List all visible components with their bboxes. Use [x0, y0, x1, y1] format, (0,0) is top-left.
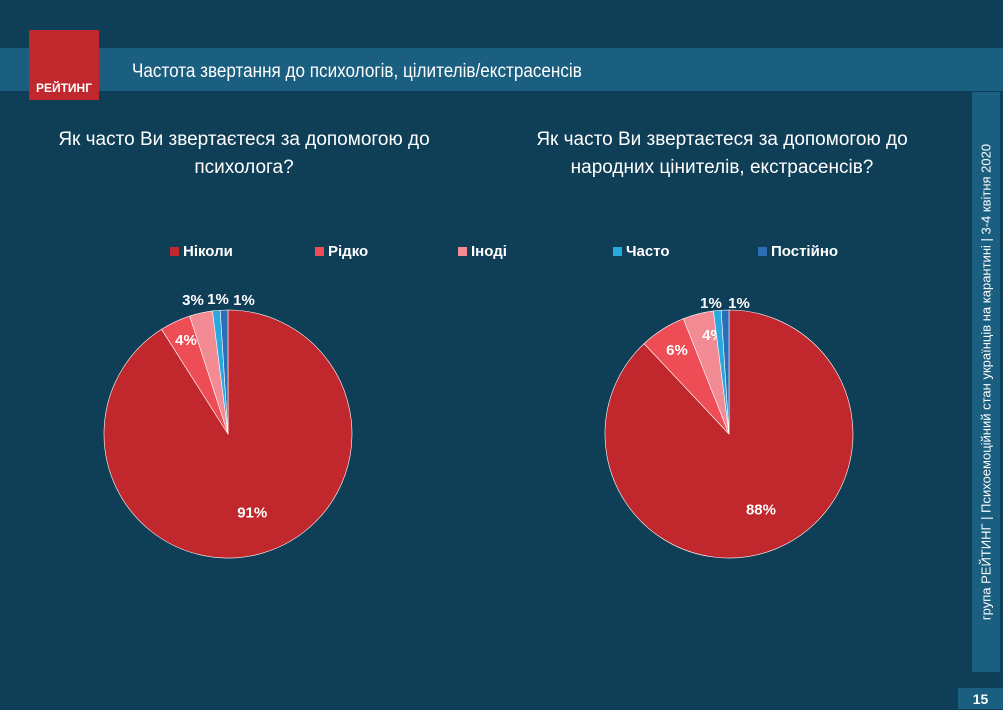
- legend-label: Ніколи: [183, 243, 233, 260]
- legend-label: Часто: [626, 243, 670, 260]
- logo-text: РЕЙТИНГ: [35, 81, 93, 95]
- legend-label: Рідко: [328, 243, 369, 260]
- side-band: група РЕЙТИНГ | Психоемоційний стан укра…: [972, 92, 1000, 672]
- legend-label: Іноді: [471, 243, 507, 260]
- legend-swatch: [458, 247, 467, 256]
- title-band: [0, 48, 1003, 91]
- chart-2-title: Як часто Ви звертаєтеся за допомогою до …: [536, 129, 908, 178]
- page-title: Частота звертання до психологів, цілител…: [132, 61, 582, 82]
- legend-item: Рідко: [315, 243, 458, 260]
- data-label: 6%: [666, 342, 688, 359]
- data-label: 1%: [700, 295, 722, 312]
- legend-item: Часто: [613, 243, 758, 260]
- page-number: 15: [958, 688, 1003, 709]
- legend-swatch: [315, 247, 324, 256]
- data-label: 1%: [233, 292, 255, 309]
- data-label: 88%: [746, 502, 776, 519]
- logo: РЕЙТИНГ: [29, 30, 99, 100]
- data-label: 3%: [182, 292, 204, 309]
- pie-slice-Постійно: [219, 309, 229, 435]
- data-label: 91%: [237, 504, 267, 521]
- legend-item: Іноді: [458, 243, 613, 260]
- pie-slice-Постійно: [720, 309, 730, 435]
- data-label: 1%: [207, 291, 229, 308]
- data-label: 1%: [728, 295, 750, 312]
- legend-swatch: [613, 247, 622, 256]
- legend-label: Постійно: [771, 243, 839, 260]
- legend-item: Постійно: [758, 243, 838, 260]
- chart-1-title: Як часто Ви звертаєтеся за допомогою до …: [58, 129, 430, 178]
- legend-item: Ніколи: [170, 243, 315, 260]
- legend-swatch: [170, 247, 179, 256]
- data-label: 4%: [175, 332, 197, 349]
- legend-swatch: [758, 247, 767, 256]
- legend: Ніколи Рідко Іноді Часто Постійно: [170, 243, 838, 260]
